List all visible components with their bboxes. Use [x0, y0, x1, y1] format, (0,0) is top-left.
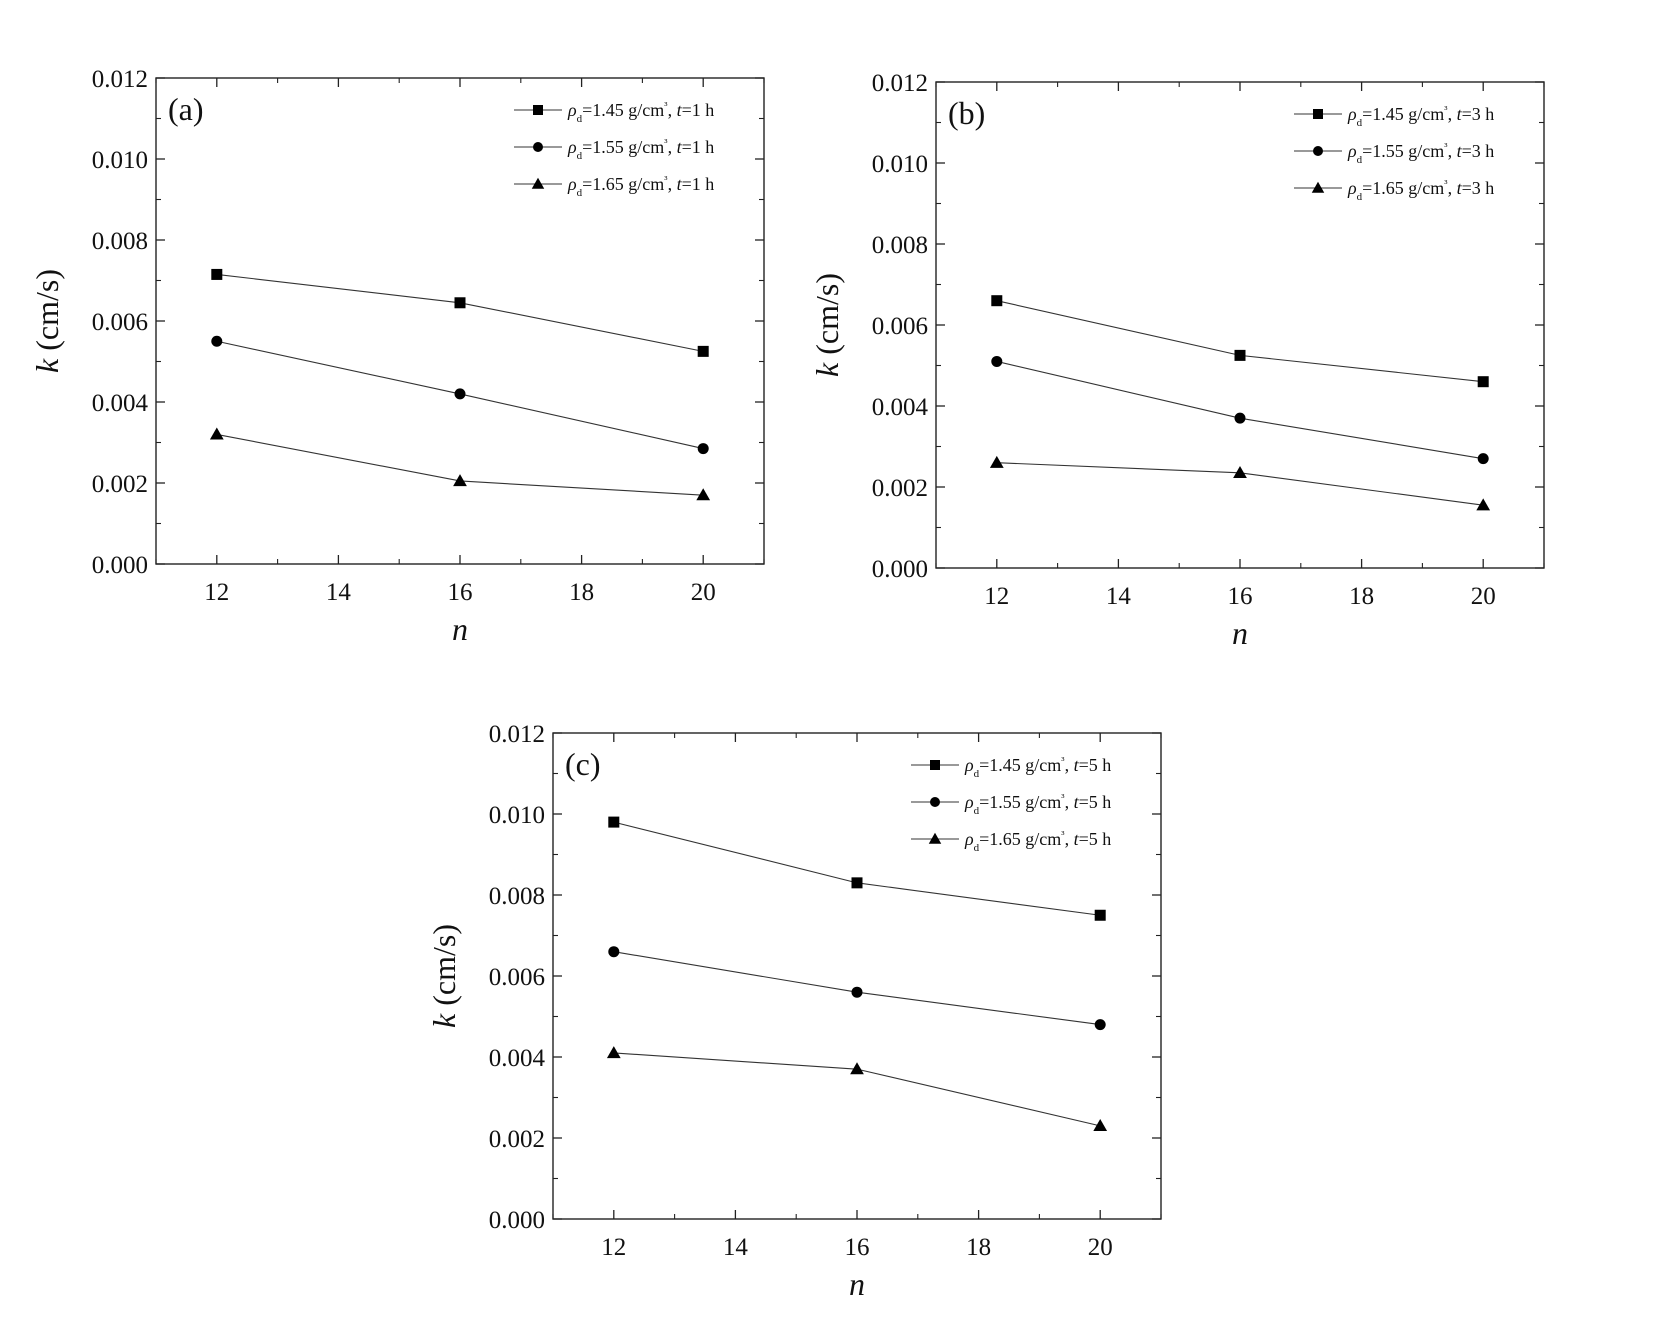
data-point-1-2	[851, 877, 863, 889]
x-tick-label: 18	[1349, 583, 1374, 610]
data-point-1-3	[1477, 376, 1489, 388]
data-point-2-3	[697, 443, 709, 455]
legend-marker-2	[1313, 146, 1323, 156]
panel-label: (b)	[948, 95, 985, 131]
data-point-3-3	[696, 488, 711, 501]
data-point-2-1	[608, 946, 620, 958]
data-point-1-1	[991, 295, 1003, 307]
y-tick-label: 0.002	[489, 1126, 545, 1153]
series-line-1	[216, 273, 704, 352]
x-tick-label: 12	[984, 583, 1009, 610]
y-tick-label: 0.010	[92, 147, 148, 174]
y-tick-label: 0.004	[92, 390, 149, 417]
x-tick-label: 18	[966, 1234, 991, 1261]
y-axis-label: k (cm/s)	[29, 269, 65, 373]
data-point-2-3	[1477, 453, 1489, 465]
y-tick-label: 0.000	[489, 1207, 545, 1234]
panel-label: (a)	[168, 91, 204, 127]
legend-label-2: ρd=1.55 g/cm³, t=3 h	[1347, 141, 1494, 166]
y-axis-label: k (cm/s)	[426, 924, 462, 1028]
y-axis-label: k (cm/s)	[809, 273, 845, 377]
legend-label-1: ρd=1.45 g/cm³, t=5 h	[964, 755, 1111, 780]
y-tick-label: 0.002	[92, 471, 148, 498]
legend-marker-1	[930, 760, 940, 770]
legend-marker-1	[1313, 109, 1323, 119]
x-tick-label: 20	[691, 579, 716, 606]
x-axis-label: n	[452, 611, 468, 647]
y-tick-label: 0.008	[489, 883, 545, 910]
legend-label-1: ρd=1.45 g/cm³, t=3 h	[1347, 104, 1494, 129]
x-tick-label: 20	[1471, 583, 1496, 610]
legend-marker-2	[930, 797, 940, 807]
data-point-1-2	[454, 297, 466, 309]
data-point-3-2	[1233, 465, 1247, 478]
x-tick-label: 16	[1228, 583, 1253, 610]
y-tick-label: 0.004	[489, 1045, 546, 1072]
x-tick-label: 14	[326, 579, 352, 606]
data-point-2-2	[454, 388, 466, 400]
legend-label-2: ρd=1.55 g/cm³, t=5 h	[964, 792, 1111, 817]
y-tick-label: 0.006	[872, 313, 928, 340]
y-tick-label: 0.006	[489, 964, 545, 991]
x-tick-label: 16	[448, 579, 473, 606]
legend-label-2: ρd=1.55 g/cm³, t=1 h	[567, 137, 714, 162]
legend-marker-3	[1311, 181, 1325, 193]
y-tick-label: 0.000	[92, 552, 148, 579]
data-point-2-1	[991, 355, 1003, 367]
legend-marker-2	[533, 142, 543, 152]
data-point-1-3	[697, 345, 709, 357]
y-tick-label: 0.012	[92, 66, 148, 93]
y-tick-label: 0.012	[872, 70, 928, 97]
x-tick-label: 14	[1106, 583, 1132, 610]
data-point-2-2	[851, 986, 863, 998]
data-point-2-2	[1234, 412, 1246, 424]
legend-label-3: ρd=1.65 g/cm³, t=1 h	[567, 174, 714, 199]
data-point-2-3	[1094, 1019, 1106, 1031]
legend-label-1: ρd=1.45 g/cm³, t=1 h	[567, 100, 714, 125]
chart-panel-c: 0.000 0.002 0.004 0.006 0.008 0.010 0.012 12 14 1…	[397, 655, 1197, 1315]
chart-b-svg: 0.000 0.002 0.004 0.006 0.008 0.010 0.012 12 14 1…	[809, 70, 1545, 651]
y-tick-label: 0.000	[872, 556, 928, 583]
legend-marker-3	[531, 177, 545, 189]
data-point-1-3	[1094, 909, 1106, 921]
y-tick-label: 0.010	[489, 802, 545, 829]
panel-label: (c)	[565, 746, 601, 782]
y-tick-label: 0.010	[872, 151, 928, 178]
chart-panel-b: 0.000 0.002 0.004 0.006 0.008 0.010 0.012 12 14 1…	[780, 4, 1580, 664]
y-tick-label: 0.008	[872, 232, 928, 259]
legend-marker-3	[928, 832, 942, 844]
data-point-1-2	[1234, 349, 1246, 361]
legend-label-3: ρd=1.65 g/cm³, t=3 h	[1347, 178, 1494, 203]
chart-a-svg: 0.000 0.002 0.004 0.006 0.008 0.010 0.012 12 14 1…	[29, 66, 765, 647]
legend-marker-1	[533, 105, 543, 115]
y-tick-label: 0.012	[489, 721, 545, 748]
series-line-2	[996, 360, 1484, 460]
data-point-3-2	[453, 474, 467, 487]
chart-c-svg: 0.000 0.002 0.004 0.006 0.008 0.010 0.012 12 14 1…	[426, 721, 1162, 1302]
data-point-1-1	[211, 268, 223, 280]
data-point-2-1	[211, 335, 223, 347]
x-tick-label: 14	[723, 1234, 749, 1261]
x-tick-label: 20	[1088, 1234, 1113, 1261]
x-axis-label: n	[849, 1266, 865, 1302]
y-tick-label: 0.008	[92, 228, 148, 255]
x-axis-label: n	[1232, 615, 1248, 651]
data-point-3-1	[989, 455, 1004, 468]
chart-panel-a: 0.000 0.002 0.004 0.006 0.008 0.010 0.012 12 14 1…	[0, 0, 800, 660]
data-point-3-2	[850, 1062, 864, 1075]
data-point-3-1	[209, 427, 224, 440]
y-tick-label: 0.004	[872, 394, 929, 421]
x-tick-label: 18	[569, 579, 594, 606]
x-tick-label: 12	[204, 579, 229, 606]
y-tick-label: 0.006	[92, 309, 148, 336]
data-point-3-3	[1093, 1118, 1108, 1132]
x-tick-label: 16	[845, 1234, 870, 1261]
legend-label-3: ρd=1.65 g/cm³, t=5 h	[964, 829, 1111, 854]
data-point-3-3	[1476, 498, 1491, 511]
y-tick-label: 0.002	[872, 475, 928, 502]
series-line-1	[996, 300, 1484, 383]
data-point-1-1	[608, 816, 620, 828]
x-tick-label: 12	[601, 1234, 626, 1261]
data-point-3-1	[606, 1046, 621, 1059]
